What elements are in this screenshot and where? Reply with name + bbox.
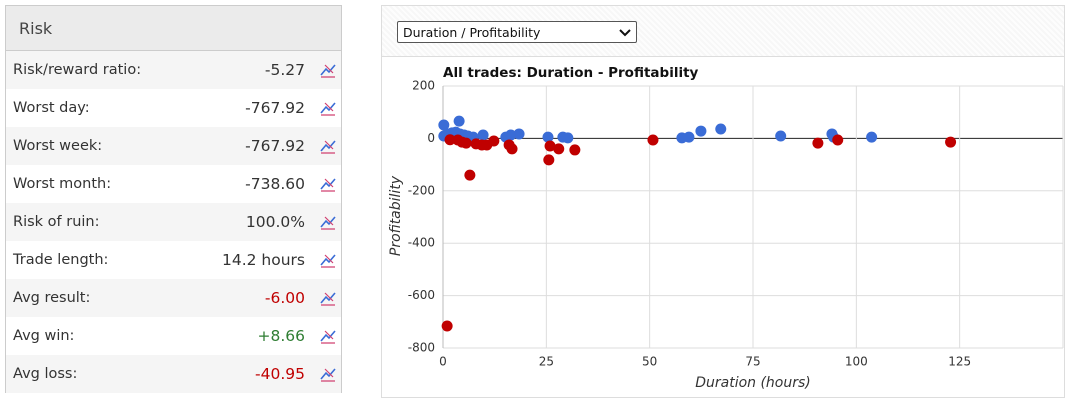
panel-title: Risk xyxy=(6,6,341,51)
select-text: Duration / Profitability xyxy=(403,25,541,40)
chevron xyxy=(619,29,631,37)
chart-icon[interactable] xyxy=(319,366,337,382)
chart-icon[interactable] xyxy=(319,138,337,154)
risk-row: Risk of ruin: 100.0% xyxy=(6,203,341,241)
chart-icon[interactable] xyxy=(319,252,337,268)
risk-row: Risk/reward ratio: -5.27 xyxy=(6,51,341,89)
row-value: 14.2 hours xyxy=(221,251,305,269)
row-value: -738.60 xyxy=(245,175,305,193)
chart-icon[interactable] xyxy=(319,62,337,78)
row-label: Avg loss: xyxy=(13,366,78,382)
chart-panel: Duration / Profitability xyxy=(381,5,1065,398)
chart-icon[interactable] xyxy=(319,328,337,344)
row-value: -6.00 xyxy=(264,289,305,307)
risk-rows: Risk/reward ratio: -5.27 Worst day: -767.92… xyxy=(6,51,341,393)
row-value: -767.92 xyxy=(245,137,305,155)
row-label: Worst day: xyxy=(13,100,90,116)
risk-row: Worst month: -738.60 xyxy=(6,165,341,203)
row-value: +8.66 xyxy=(257,327,306,345)
row-label: Risk/reward ratio: xyxy=(13,62,142,78)
row-label: Risk of ruin: xyxy=(13,214,100,230)
row-value: -767.92 xyxy=(245,99,305,117)
risk-row: Avg loss: -40.95 xyxy=(6,355,341,393)
row-label: Worst week: xyxy=(13,138,103,154)
risk-row: Avg win: +8.66 xyxy=(6,317,341,355)
chart-icon[interactable] xyxy=(319,290,337,306)
risk-row: Worst week: -767.92 xyxy=(6,127,341,165)
row-value: -40.95 xyxy=(255,365,305,383)
risk-row: Avg result: -6.00 xyxy=(6,279,341,317)
row-value: -5.27 xyxy=(264,61,305,79)
chart-icon[interactable] xyxy=(319,176,337,192)
row-value: 100.0% xyxy=(245,213,305,231)
chart-icon[interactable] xyxy=(319,100,337,116)
risk-panel: Risk Risk/reward ratio: -5.27 Worst day: -7… xyxy=(5,5,342,393)
row-label: Trade length: xyxy=(13,252,109,268)
row-label: Avg win: xyxy=(13,328,75,344)
row-label: Worst month: xyxy=(13,176,112,192)
risk-row: Worst day: -767.92 xyxy=(6,89,341,127)
row-label: Avg result: xyxy=(13,290,91,306)
risk-row: Trade length: 14.2 hours xyxy=(6,241,341,279)
chart-select[interactable]: Duration / Profitability xyxy=(397,21,637,43)
chart-icon[interactable] xyxy=(319,214,337,230)
